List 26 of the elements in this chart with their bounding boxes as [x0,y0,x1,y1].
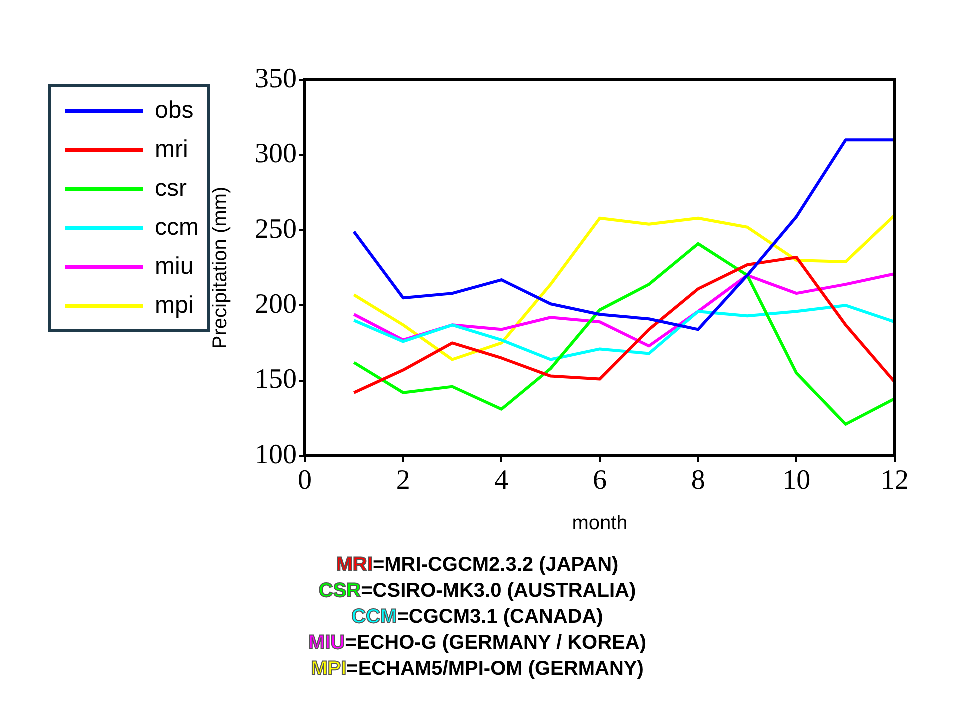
y-axis-title: Precipitation (mm) [210,186,232,350]
text: MPI=ECHAM5/MPI-OM (GERMANY) [310,657,645,682]
legend-label: obs [155,96,194,124]
y-tick-label: 100 [255,439,297,470]
x-tick-label: 2 [396,465,410,496]
text: MIU=ECHO-G (GERMANY / KOREA) [308,631,648,656]
text: CCM=CGCM3.1 (CANADA) [350,605,604,630]
y-tick-label: 250 [255,214,297,245]
y-tick-label: 150 [255,364,297,396]
legend-label: miu [155,252,194,280]
text: MRI=MRI-CGCM2.3.2 (JAPAN) [335,553,620,578]
y-tick-label: 300 [255,138,297,170]
x-tick-label: 12 [881,465,909,496]
y-tick-label: 200 [255,288,297,320]
x-tick-label: 4 [494,465,509,496]
x-tick-label: 10 [782,465,811,496]
y-tick-label: 350 [255,63,297,94]
x-axis-title: month [572,512,628,535]
legend-label: csr [155,174,187,202]
x-tick-label: 0 [298,465,312,496]
legend-label: ccm [155,214,199,242]
legend-label: mri [155,136,188,164]
text: CSR=CSIRO-MK3.0 (AUSTRALIA) [318,579,638,604]
x-tick-label: 6 [593,465,607,496]
legend-label: mpi [155,292,194,320]
x-tick-label: 8 [691,465,706,496]
